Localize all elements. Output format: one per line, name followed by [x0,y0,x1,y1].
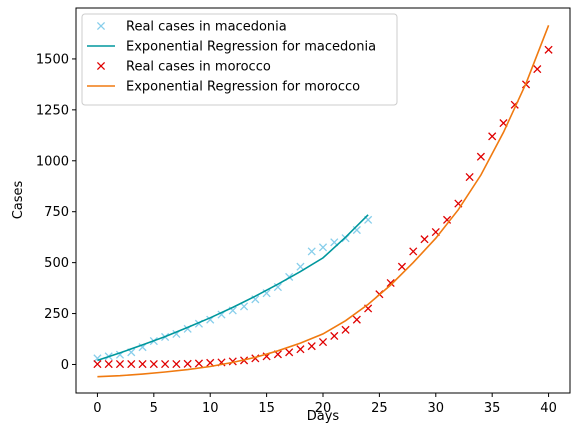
real-cases-in-morocco-point [330,331,339,341]
exponential-regression-for-macedonia-series [97,214,369,362]
legend-box [81,13,398,106]
exponential-regression-for-morocco-line [97,25,550,378]
exponential-regression-for-morocco-series [97,25,550,378]
x-tick-label: 0 [93,401,101,416]
y-tick-label: 0 [61,358,69,373]
real-cases-in-morocco-point [352,315,361,324]
real-cases-in-morocco-point [318,338,328,347]
real-cases-in-morocco-point [172,360,181,369]
real-cases-in-morocco-point [476,152,485,161]
real-cases-in-morocco-series [93,45,553,369]
y-tick-label: 500 [44,256,69,271]
exponential-regression-for-macedonia-legend-label: Exponential Regression for macedonia [126,40,376,55]
x-tick-label: 35 [484,401,501,416]
x-tick-label: 15 [258,401,275,416]
real-cases-in-morocco-point [285,348,294,357]
real-cases-in-morocco-point [104,360,113,369]
y-tick-label: 1000 [36,154,69,169]
y-tick-label: 1250 [36,103,69,118]
y-axis-label: Cases [11,180,26,219]
real-cases-in-morocco-point [127,360,136,369]
exponential-regression-for-macedonia-line [97,214,369,362]
real-cases-in-macedonia-point [239,302,249,311]
plot-marks [93,25,553,378]
real-cases-in-morocco-point [296,345,305,354]
real-cases-in-morocco-point [149,360,158,369]
x-tick-label: 20 [315,401,332,416]
real-cases-in-morocco-point [228,357,237,366]
real-cases-in-morocco-point [307,342,316,351]
x-tick-label: 25 [371,401,388,416]
real-cases-in-morocco-point [420,235,429,244]
y-tick-label: 1500 [36,52,69,67]
x-tick-label: 30 [428,401,445,416]
real-cases-in-morocco-point [183,359,192,368]
real-cases-in-morocco-point [161,360,170,369]
real-cases-in-morocco-point [115,360,125,369]
real-cases-in-morocco-point [488,132,497,141]
real-cases-in-morocco-legend-swatch [96,61,106,71]
real-cases-in-morocco-point [93,360,102,369]
y-tick-label: 250 [44,307,69,322]
real-cases-in-macedonia-series [93,215,373,363]
real-cases-in-morocco-point [533,65,542,74]
legend: Real cases in macedonia Exponential Regre… [81,13,398,106]
real-cases-in-morocco-point [465,173,474,182]
real-cases-in-macedonia-legend-label: Real cases in macedonia [126,20,287,35]
real-cases-in-macedonia-legend-swatch [96,21,106,31]
real-cases-in-macedonia-point [318,243,328,252]
real-cases-in-macedonia-point [307,247,316,256]
real-cases-in-morocco-point [443,215,452,224]
real-cases-in-morocco-point [409,247,418,256]
x-tick-label: 10 [202,401,219,416]
real-cases-in-morocco-point [341,325,350,334]
exponential-regression-for-morocco-legend-label: Exponential Regression for morocco [126,80,360,95]
real-cases-in-morocco-point [544,45,553,54]
real-cases-in-macedonia-point [296,262,305,271]
x-axis-label: Days [307,409,340,424]
real-cases-in-morocco-point [397,262,407,271]
x-axis-ticks: 0 5 10 15 20 25 30 35 40 [93,393,557,416]
real-cases-in-morocco-point [386,278,395,288]
real-cases-in-morocco-legend-label: Real cases in morocco [126,60,271,75]
y-axis-ticks: 0 250 500 750 1000 1250 1500 [36,52,76,373]
real-cases-in-morocco-point [194,359,203,368]
y-tick-label: 750 [44,205,69,220]
x-tick-label: 5 [150,401,158,416]
real-cases-in-morocco-point [138,360,147,369]
x-tick-label: 40 [540,401,557,416]
